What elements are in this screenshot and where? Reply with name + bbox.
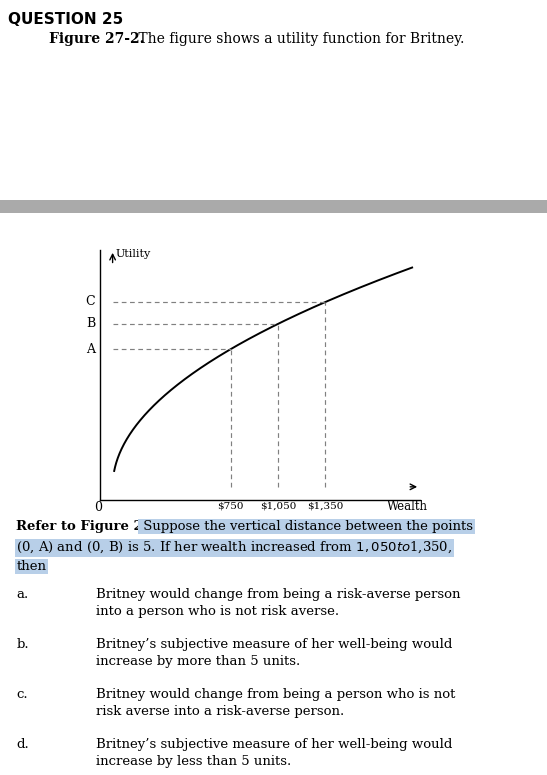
Text: c.: c. xyxy=(16,688,28,701)
Text: then: then xyxy=(16,560,46,573)
Text: Refer to Figure 27-2.: Refer to Figure 27-2. xyxy=(16,520,172,533)
Text: Britney would change from being a risk-averse person
into a person who is not ri: Britney would change from being a risk-a… xyxy=(96,588,460,618)
Text: Wealth: Wealth xyxy=(387,500,428,513)
Text: C: C xyxy=(86,295,95,308)
Text: A: A xyxy=(86,343,95,356)
Text: Britney’s subjective measure of her well-being would
increase by less than 5 uni: Britney’s subjective measure of her well… xyxy=(96,738,452,769)
Text: b.: b. xyxy=(16,638,29,651)
Text: Utility: Utility xyxy=(116,249,151,259)
Text: B: B xyxy=(86,317,95,330)
Text: QUESTION 25: QUESTION 25 xyxy=(8,12,124,27)
Text: Britney would change from being a person who is not
risk averse into a risk-aver: Britney would change from being a person… xyxy=(96,688,455,718)
Text: 0: 0 xyxy=(95,501,102,514)
Text: d.: d. xyxy=(16,738,29,751)
Text: (0, A) and (0, B) is 5. If her wealth increased from $1,050 to $1,350,: (0, A) and (0, B) is 5. If her wealth in… xyxy=(16,540,452,556)
Text: $1,350: $1,350 xyxy=(307,501,344,510)
Text: a.: a. xyxy=(16,588,28,601)
Text: $750: $750 xyxy=(218,501,244,510)
Text: $1,050: $1,050 xyxy=(260,501,296,510)
Text: The figure shows a utility function for Britney.: The figure shows a utility function for … xyxy=(134,32,464,46)
Text: Britney’s subjective measure of her well-being would
increase by more than 5 uni: Britney’s subjective measure of her well… xyxy=(96,638,452,669)
Text: Figure 27-2.: Figure 27-2. xyxy=(49,32,145,46)
Text: Suppose the vertical distance between the points: Suppose the vertical distance between th… xyxy=(139,520,474,533)
